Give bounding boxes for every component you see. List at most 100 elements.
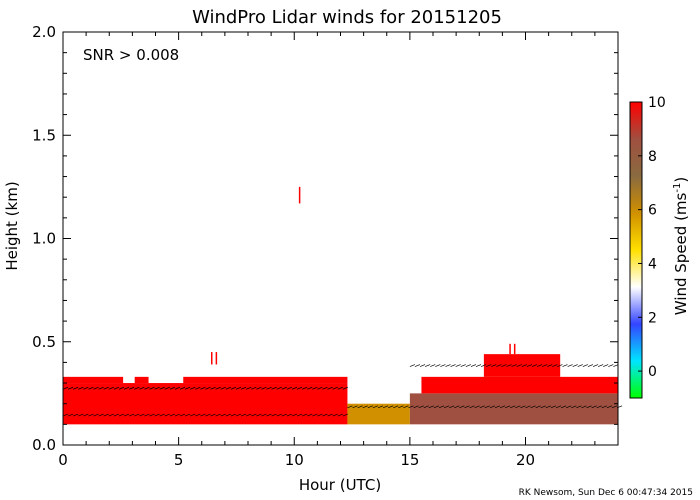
wind-vector bbox=[154, 386, 160, 390]
wind-vector bbox=[511, 364, 517, 367]
colorbar-tick-label: 10 bbox=[648, 95, 666, 111]
wind-vector bbox=[118, 413, 125, 417]
wind-vector bbox=[235, 413, 242, 417]
wind-vector bbox=[78, 386, 84, 390]
wind-vector bbox=[540, 405, 546, 409]
wind-vector bbox=[337, 386, 343, 390]
wind-vector bbox=[281, 413, 287, 417]
wind-vector bbox=[535, 405, 541, 409]
wind-vector bbox=[108, 413, 114, 417]
colorbar-tick-label: 6 bbox=[648, 203, 657, 219]
wind-vector bbox=[164, 413, 170, 417]
colorbar-label-close: ) bbox=[672, 177, 690, 183]
wind-vector bbox=[506, 364, 512, 367]
wind-vector bbox=[154, 413, 160, 417]
wind-vector bbox=[606, 405, 613, 409]
wind-vector bbox=[443, 405, 450, 409]
wind-vector bbox=[545, 405, 551, 409]
wind-vector bbox=[581, 405, 587, 409]
wind-vector bbox=[62, 386, 69, 390]
wind-vector bbox=[464, 405, 470, 409]
wind-vector bbox=[240, 413, 247, 417]
wind-vector bbox=[67, 386, 74, 390]
wind-vector bbox=[547, 364, 553, 367]
colorbar-tick-label: 4 bbox=[648, 256, 657, 272]
wind-vector bbox=[301, 386, 308, 390]
wind-vector bbox=[276, 413, 282, 417]
wind-vector bbox=[459, 405, 465, 409]
wind-vector bbox=[587, 364, 594, 367]
wind-vector bbox=[597, 364, 604, 367]
wind-vector bbox=[301, 413, 308, 417]
wind-vector bbox=[312, 413, 318, 417]
wind-vector bbox=[230, 413, 237, 417]
wind-vector bbox=[266, 386, 272, 390]
wind-vector bbox=[307, 413, 313, 417]
wind-vector bbox=[567, 364, 573, 367]
y-tick-label: 2.0 bbox=[32, 23, 56, 41]
speed-region bbox=[421, 376, 618, 394]
wind-vector bbox=[592, 364, 599, 367]
wind-vector bbox=[489, 405, 496, 409]
wind-vector bbox=[501, 364, 507, 367]
wind-vector bbox=[190, 413, 196, 417]
y-tick-label: 1.0 bbox=[32, 230, 56, 248]
wind-vector bbox=[251, 413, 257, 417]
wind-vector bbox=[144, 413, 150, 417]
wind-vector bbox=[550, 405, 557, 409]
wind-vector bbox=[134, 386, 140, 390]
wind-vector bbox=[510, 405, 516, 409]
wind-vector bbox=[332, 386, 338, 390]
wind-vector bbox=[450, 364, 456, 367]
wind-vector bbox=[566, 405, 572, 409]
wind-vector bbox=[342, 413, 348, 417]
wind-vector bbox=[521, 364, 527, 367]
speed-region bbox=[347, 403, 410, 425]
wind-vector bbox=[129, 413, 135, 417]
wind-vector bbox=[347, 405, 353, 409]
y-axis-label: Height (km) bbox=[3, 181, 21, 270]
wind-vector bbox=[103, 386, 109, 390]
footer-credit: RK Newsom, Sun Dec 6 00:47:34 2015 bbox=[519, 488, 693, 498]
wind-vector bbox=[596, 405, 602, 409]
wind-vector bbox=[118, 386, 125, 390]
wind-vector bbox=[73, 413, 79, 417]
wind-vector bbox=[73, 386, 79, 390]
wind-vector bbox=[93, 413, 99, 417]
wind-vector bbox=[98, 386, 104, 390]
wind-vector bbox=[235, 386, 242, 390]
wind-vector bbox=[322, 386, 328, 390]
wind-vector bbox=[525, 405, 531, 409]
wind-vector bbox=[423, 405, 429, 409]
wind-vector bbox=[372, 405, 379, 409]
wind-vector bbox=[261, 413, 267, 417]
wind-vector bbox=[174, 413, 181, 417]
wind-vector bbox=[98, 413, 104, 417]
colorbar: 0 2 4 6 8 10 bbox=[629, 95, 666, 399]
wind-vector bbox=[322, 413, 328, 417]
wind-vector bbox=[159, 413, 165, 417]
x-tick-label: 10 bbox=[285, 451, 304, 469]
wind-vector bbox=[215, 413, 221, 417]
wind-vector bbox=[327, 413, 333, 417]
wind-vector bbox=[526, 364, 533, 367]
speed-region bbox=[298, 186, 301, 204]
wind-vector bbox=[516, 364, 522, 367]
speed-region bbox=[211, 352, 213, 365]
wind-vector bbox=[494, 405, 501, 409]
wind-vector bbox=[408, 405, 414, 409]
colorbar-label: Wind Speed (ms-1) bbox=[672, 177, 690, 315]
wind-vector bbox=[164, 386, 170, 390]
wind-vector bbox=[571, 405, 577, 409]
wind-vector bbox=[465, 364, 471, 367]
wind-vector bbox=[271, 413, 277, 417]
wind-vector bbox=[134, 413, 140, 417]
wind-vector bbox=[382, 405, 389, 409]
wind-vector bbox=[576, 405, 582, 409]
wind-vector bbox=[591, 405, 597, 409]
wind-vector bbox=[479, 405, 485, 409]
wind-vector bbox=[169, 413, 175, 417]
wind-vector bbox=[388, 405, 394, 409]
wind-vector bbox=[83, 413, 89, 417]
wind-vector bbox=[377, 405, 384, 409]
